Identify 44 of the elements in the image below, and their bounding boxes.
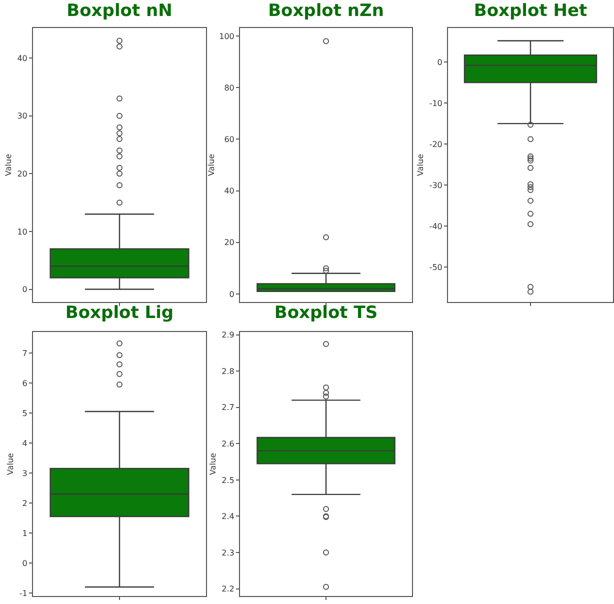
y-tick-label: 2.3 [222, 548, 234, 558]
y-tick-label: 3 [22, 468, 28, 478]
y-tick-label: 60 [224, 135, 234, 144]
y-tick-label: -30 [429, 180, 442, 190]
y-axis-title: Value [208, 452, 218, 475]
y-tick-label: 30 [17, 112, 28, 121]
y-tick-label: -20 [429, 140, 442, 149]
chart-title: Boxplot nZn [268, 0, 384, 21]
chart-title: Boxplot nN [66, 0, 172, 21]
y-tick-label: 40 [17, 54, 28, 63]
y-tick-label: -50 [429, 262, 442, 272]
y-tick-label: 6 [22, 378, 28, 388]
chart-title: Boxplot Lig [65, 302, 174, 323]
y-tick-label: 0 [229, 290, 234, 299]
y-axis-title: Value [207, 154, 216, 176]
y-axis-title: Value [4, 154, 13, 176]
y-tick-label: 7 [22, 348, 28, 358]
y-tick-label: 2.8 [222, 366, 234, 376]
y-tick-label: 80 [224, 83, 234, 92]
y-tick-label: 0 [437, 58, 442, 67]
y-tick-label: 2 [22, 498, 28, 508]
y-tick-label: 0 [22, 558, 28, 568]
y-tick-label: -1 [19, 588, 28, 598]
y-tick-label: 2.5 [222, 476, 234, 485]
y-tick-label: 2.9 [222, 330, 234, 340]
y-axis-title: Value [6, 452, 16, 475]
y-tick-label: 4 [22, 438, 28, 448]
chart-title: Boxplot TS [274, 302, 378, 323]
y-tick-label: -10 [429, 98, 442, 108]
y-tick-label: 10 [17, 227, 28, 236]
y-tick-label: 2.4 [222, 512, 234, 522]
chart-title: Boxplot Het [474, 0, 588, 21]
y-tick-label: 20 [17, 169, 28, 178]
y-tick-label: 0 [22, 285, 28, 294]
y-tick-label: 100 [219, 32, 234, 41]
y-tick-label: 20 [224, 238, 234, 248]
y-tick-label: 2.2 [222, 584, 234, 594]
y-tick-label: 2.7 [222, 403, 234, 412]
y-tick-label: 40 [224, 186, 234, 196]
y-axis-title: Value [416, 154, 426, 176]
y-tick-label: 1 [22, 528, 28, 538]
y-tick-label: 5 [22, 408, 28, 418]
y-tick-label: 2.6 [222, 439, 234, 448]
y-tick-label: -40 [429, 222, 442, 231]
